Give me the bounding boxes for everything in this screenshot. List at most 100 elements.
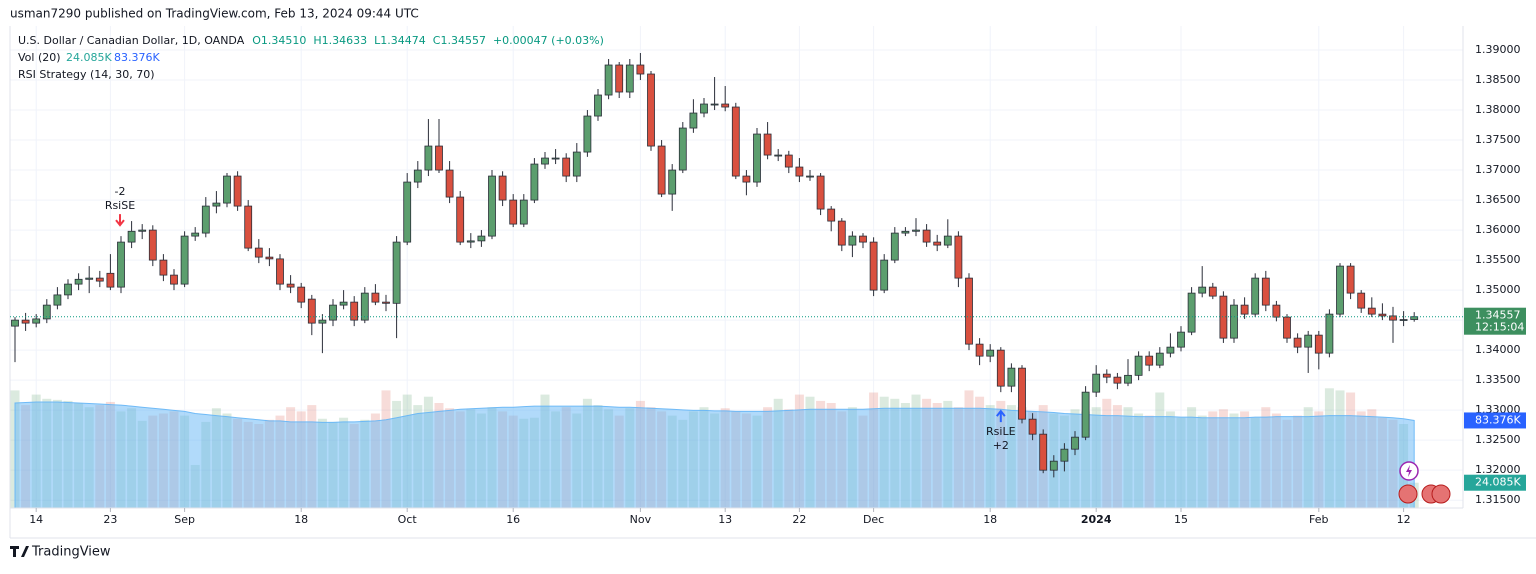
candle-body [1124, 374, 1132, 384]
candle-body [742, 175, 751, 183]
candle-body [74, 278, 83, 285]
candle-body [1039, 433, 1048, 471]
candle-body [21, 319, 30, 324]
candle-body [837, 220, 846, 246]
ohlc-legend-item: L1.34474 [374, 34, 426, 47]
candle-body [1346, 265, 1355, 294]
x-tick-label: Oct [398, 513, 418, 526]
candle-body [806, 175, 814, 178]
candle-body [1293, 337, 1302, 348]
x-tick-label: 18 [294, 513, 308, 526]
candle-body [318, 319, 327, 324]
candle-body [1049, 460, 1058, 471]
candle-body [636, 64, 645, 75]
candle-body [42, 304, 51, 320]
candle-body [594, 94, 602, 117]
candle-body [647, 73, 655, 147]
candle-body [1071, 436, 1079, 450]
candle-body [880, 259, 889, 291]
candle-body [1378, 313, 1387, 317]
y-tick-label: 1.35000 [1475, 283, 1521, 296]
candle-body [106, 272, 115, 288]
vol-legend-name: Vol (20) [18, 51, 61, 64]
candle-body [244, 205, 253, 249]
vol-legend-last: 24.085K [66, 51, 112, 64]
candle-body [1336, 265, 1344, 315]
candle-body [721, 103, 730, 108]
x-tick-label: 13 [718, 513, 732, 526]
candle-body [498, 175, 507, 201]
ohlc-legend-item: O1.34510 [252, 34, 306, 47]
x-tick-label: 16 [506, 513, 520, 526]
signal-qty: +2 [993, 439, 1009, 452]
y-tick-label: 1.38000 [1475, 103, 1521, 116]
candle-body [1113, 376, 1122, 384]
candle-body [11, 319, 19, 327]
candle-body [1240, 304, 1249, 315]
candle-body [753, 133, 761, 183]
legend: U.S. Dollar / Canadian Dollar, 1D, OANDA… [18, 34, 604, 81]
vol-last-box [1464, 474, 1526, 491]
candle-body [784, 154, 793, 168]
x-tick-label: 14 [29, 513, 43, 526]
candle-body [795, 166, 804, 177]
candle-body [519, 199, 528, 225]
indicator-legend: RSI Strategy (14, 30, 70) [18, 68, 155, 81]
candle-body [710, 103, 719, 106]
candle-body [127, 230, 136, 243]
candle-body [32, 318, 41, 324]
candle-body [869, 241, 878, 291]
candle-body [254, 247, 263, 258]
candle-body [286, 283, 295, 288]
last-price-label: 1.34557 [1475, 309, 1521, 322]
candle-body [477, 235, 486, 242]
candle-body [1389, 315, 1397, 321]
candle-body [1304, 334, 1313, 348]
candle-body [604, 64, 613, 96]
candle-body [392, 241, 401, 304]
candle-body [774, 154, 783, 157]
candle-body [360, 292, 369, 321]
candle-body [943, 235, 952, 246]
signal-name: RsiLE [986, 425, 1016, 438]
candle-body [1261, 277, 1270, 306]
x-tick-label: 15 [1174, 513, 1188, 526]
candle-body [1325, 313, 1334, 354]
y-tick-label: 1.35500 [1475, 253, 1521, 266]
candle-body [53, 294, 62, 306]
candle-body [731, 106, 740, 177]
ohlc-legend-item: +0.00047 (+0.03%) [493, 34, 604, 47]
candle-body [1007, 367, 1016, 387]
candle-body [445, 169, 454, 198]
vol-ma-box [1464, 412, 1526, 429]
candle-body [572, 151, 581, 177]
candle-body [201, 205, 210, 234]
x-tick-label: Sep [174, 513, 195, 526]
x-tick-label: 2024 [1081, 513, 1112, 526]
candle-body [965, 277, 973, 345]
candle-body [223, 175, 231, 204]
signal-name: RsiSE [105, 199, 135, 212]
candle-body [424, 145, 433, 171]
x-tick-label: 23 [103, 513, 117, 526]
y-tick-label: 1.31500 [1475, 493, 1521, 506]
candle-body [350, 301, 359, 321]
candle-body [615, 64, 624, 93]
ohlc-legend-item: C1.34557 [433, 34, 486, 47]
vol-ma-label: 83.376K [1475, 413, 1521, 426]
candle-body [1198, 286, 1207, 294]
x-tick-label: Dec [863, 513, 884, 526]
candle-body [1357, 292, 1366, 309]
y-tick-label: 1.32500 [1475, 433, 1521, 446]
candle-body [1251, 277, 1260, 315]
flag-icon [1431, 484, 1451, 504]
y-tick-label: 1.37000 [1475, 163, 1521, 176]
candle-body [1230, 304, 1238, 339]
candle-body [922, 229, 931, 243]
countdown-label: 12:15:04 [1475, 321, 1524, 334]
candle-body [170, 274, 178, 285]
candle-body [1028, 418, 1037, 435]
candle-body [297, 286, 306, 303]
candle-body [657, 145, 666, 195]
